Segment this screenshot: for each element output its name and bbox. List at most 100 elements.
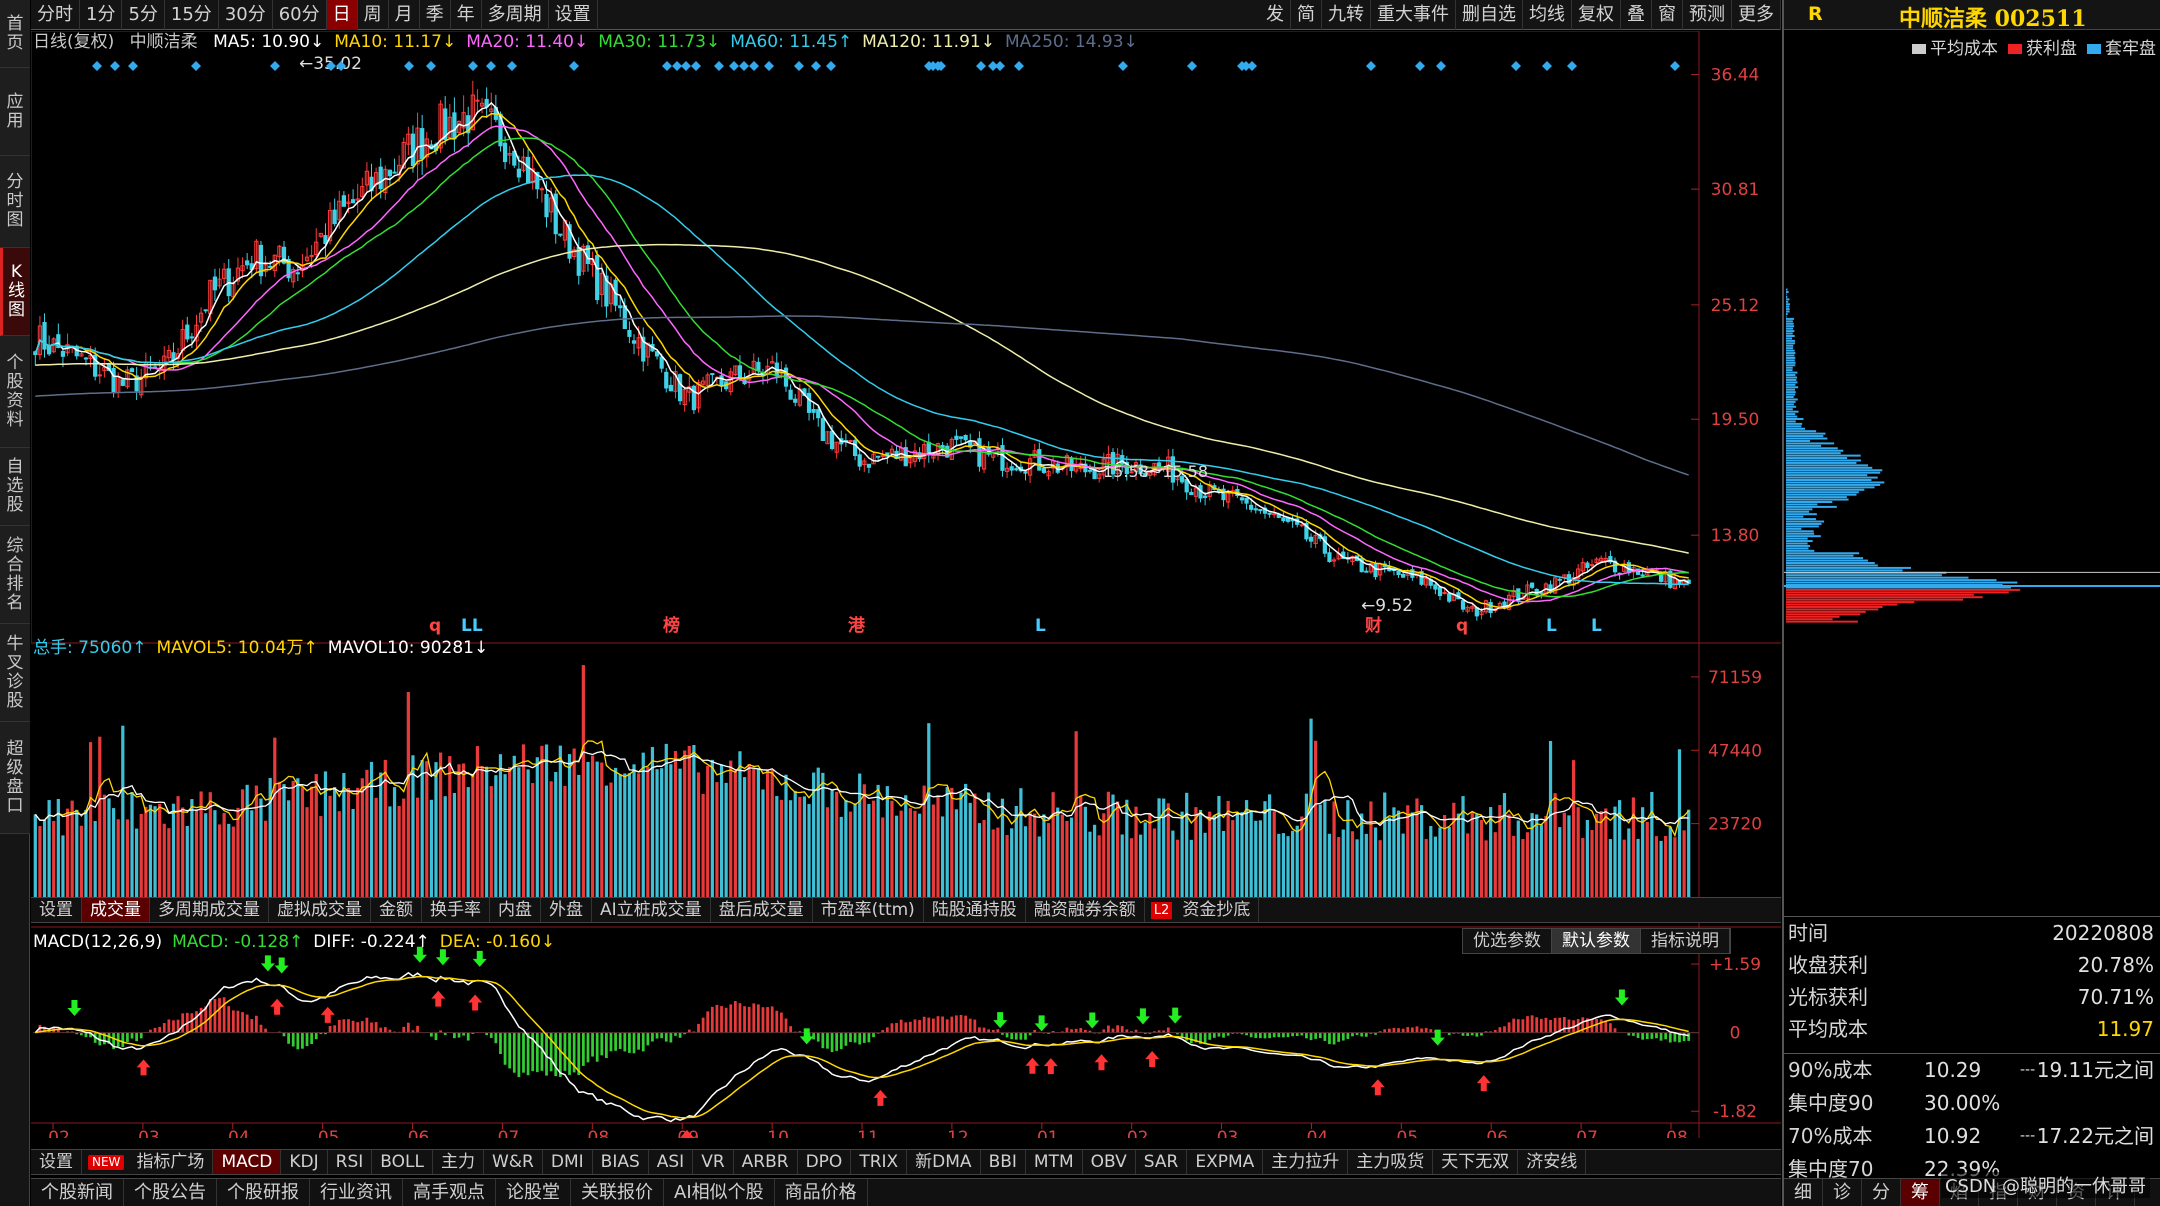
news-tab-4[interactable]: 高手观点 bbox=[403, 1179, 496, 1206]
indicator-tab-17[interactable]: MTM bbox=[1026, 1150, 1083, 1174]
news-tab-2[interactable]: 个股研报 bbox=[217, 1179, 310, 1206]
macd-param-button-1[interactable]: 默认参数 bbox=[1552, 929, 1641, 953]
sidebar-tab-0[interactable]: 首页 bbox=[0, 0, 30, 68]
indicator-tab-0[interactable]: 设置 bbox=[31, 1150, 82, 1174]
indicator-tab-11[interactable]: VR bbox=[693, 1150, 734, 1174]
volume-bar bbox=[973, 793, 977, 897]
indicator-tab-20[interactable]: EXPMA bbox=[1187, 1150, 1264, 1174]
candle-body bbox=[576, 246, 581, 276]
news-tab-5[interactable]: 论股堂 bbox=[496, 1179, 571, 1206]
tool-button-4[interactable]: 删自选 bbox=[1456, 0, 1523, 30]
macd-param-button-2[interactable]: 指标说明 bbox=[1641, 929, 1730, 953]
tool-button-1[interactable]: 简 bbox=[1291, 0, 1322, 30]
chip-bar bbox=[1786, 547, 1809, 550]
indicator-tab-13[interactable]: DPO bbox=[798, 1150, 852, 1174]
volume-tab-6[interactable]: 内盘 bbox=[490, 898, 541, 922]
chip-bar bbox=[1786, 349, 1795, 352]
period-button-2[interactable]: 5分 bbox=[122, 0, 165, 30]
volume-bar bbox=[1567, 815, 1571, 897]
panel-tab-1[interactable]: 诊 bbox=[1823, 1179, 1862, 1206]
period-button-3[interactable]: 15分 bbox=[165, 0, 219, 30]
tool-button-10[interactable]: 更多 bbox=[1732, 0, 1781, 30]
volume-tab-10[interactable]: 市盈率(ttm) bbox=[813, 898, 924, 922]
tool-button-9[interactable]: 预测 bbox=[1683, 0, 1732, 30]
candle-body bbox=[1087, 469, 1093, 472]
indicator-tab-15[interactable]: 新DMA bbox=[907, 1150, 981, 1174]
macd-param-button-0[interactable]: 优选参数 bbox=[1463, 929, 1552, 953]
period-button-6[interactable]: 日 bbox=[326, 0, 358, 30]
panel-tab-3[interactable]: 筹 bbox=[1901, 1179, 1940, 1206]
news-tab-3[interactable]: 行业资讯 bbox=[310, 1179, 403, 1206]
news-tab-0[interactable]: 个股新闻 bbox=[31, 1179, 124, 1206]
indicator-tab-12[interactable]: ARBR bbox=[734, 1150, 798, 1174]
news-tab-6[interactable]: 关联报价 bbox=[571, 1179, 664, 1206]
volume-tab-7[interactable]: 外盘 bbox=[541, 898, 592, 922]
indicator-tab-3[interactable]: KDJ bbox=[281, 1150, 328, 1174]
indicator-tab-6[interactable]: 主力 bbox=[433, 1150, 484, 1174]
kline-chart-svg[interactable]: 36.44 30.81 25.12 19.50 13.80 71159 47440 23720… bbox=[31, 31, 1781, 1138]
candle-body bbox=[1447, 593, 1452, 602]
indicator-tab-9[interactable]: BIAS bbox=[593, 1150, 649, 1174]
indicator-tab-16[interactable]: BBI bbox=[981, 1150, 1026, 1174]
sidebar-tab-1[interactable]: 应用 bbox=[0, 68, 30, 156]
candle-body bbox=[1576, 568, 1581, 580]
indicator-tab-5[interactable]: BOLL bbox=[372, 1150, 433, 1174]
sidebar-tab-2[interactable]: 分时图 bbox=[0, 156, 30, 248]
period-button-12[interactable]: 设置 bbox=[549, 0, 598, 30]
volume-tab-12[interactable]: 融资融券余额 bbox=[1026, 898, 1145, 922]
tool-button-0[interactable]: 发 bbox=[1260, 0, 1291, 30]
volume-tab-2[interactable]: 多周期成交量 bbox=[150, 898, 269, 922]
tool-button-7[interactable]: 叠 bbox=[1621, 0, 1652, 30]
period-button-1[interactable]: 1分 bbox=[80, 0, 123, 30]
period-button-8[interactable]: 月 bbox=[389, 0, 420, 30]
volume-tab-0[interactable]: 设置 bbox=[31, 898, 82, 922]
indicator-tab-21[interactable]: 主力拉升 bbox=[1263, 1150, 1349, 1174]
period-button-7[interactable]: 周 bbox=[358, 0, 389, 30]
period-button-9[interactable]: 季 bbox=[420, 0, 451, 30]
indicator-tab-22[interactable]: 主力吸货 bbox=[1348, 1150, 1434, 1174]
sidebar-tab-8[interactable]: 超级盘口 bbox=[0, 722, 30, 834]
period-button-10[interactable]: 年 bbox=[451, 0, 482, 30]
volume-bar bbox=[1571, 760, 1576, 897]
news-tab-8[interactable]: 商品价格 bbox=[775, 1179, 868, 1206]
tool-button-6[interactable]: 复权 bbox=[1572, 0, 1621, 30]
volume-tab-3[interactable]: 虚拟成交量 bbox=[269, 898, 371, 922]
panel-tab-2[interactable]: 分 bbox=[1862, 1179, 1901, 1206]
indicator-tab-1[interactable]: 指标广场 bbox=[128, 1150, 214, 1174]
volume-tab-1[interactable]: 成交量 bbox=[82, 898, 150, 922]
period-button-11[interactable]: 多周期 bbox=[482, 0, 549, 30]
indicator-tab-2[interactable]: MACD bbox=[213, 1150, 282, 1174]
volume-tab-9[interactable]: 盘后成交量 bbox=[711, 898, 813, 922]
news-tab-7[interactable]: AI相似个股 bbox=[664, 1179, 775, 1206]
volume-tab-8[interactable]: AI立桩成交量 bbox=[592, 898, 711, 922]
sidebar-tab-4[interactable]: 个股资料 bbox=[0, 336, 30, 448]
indicator-tab-19[interactable]: SAR bbox=[1136, 1150, 1188, 1174]
indicator-tab-8[interactable]: DMI bbox=[543, 1150, 593, 1174]
indicator-tab-7[interactable]: W&R bbox=[484, 1150, 543, 1174]
panel-tab-0[interactable]: 细 bbox=[1784, 1179, 1823, 1206]
indicator-tab-10[interactable]: ASI bbox=[649, 1150, 694, 1174]
period-button-0[interactable]: 分时 bbox=[31, 0, 80, 30]
sidebar-tab-6[interactable]: 综合排名 bbox=[0, 526, 30, 624]
news-tab-1[interactable]: 个股公告 bbox=[124, 1179, 217, 1206]
volume-tab-11[interactable]: 陆股通持股 bbox=[924, 898, 1026, 922]
indicator-tab-18[interactable]: OBV bbox=[1083, 1150, 1136, 1174]
indicator-tab-23[interactable]: 天下无双 bbox=[1433, 1150, 1519, 1174]
volume-tab-5[interactable]: 换手率 bbox=[422, 898, 490, 922]
sidebar-tab-7[interactable]: 牛叉诊股 bbox=[0, 624, 30, 722]
sidebar-tab-5[interactable]: 自选股 bbox=[0, 448, 30, 526]
indicator-tab-4[interactable]: RSI bbox=[328, 1150, 373, 1174]
tool-button-3[interactable]: 重大事件 bbox=[1371, 0, 1456, 30]
tool-button-2[interactable]: 九转 bbox=[1322, 0, 1371, 30]
volume-tab-4[interactable]: 金额 bbox=[371, 898, 422, 922]
chart-area[interactable]: 36.44 30.81 25.12 19.50 13.80 71159 47440 23720… bbox=[31, 31, 1781, 1175]
volume-bar bbox=[1608, 839, 1613, 897]
indicator-tab-14[interactable]: TRIX bbox=[851, 1150, 908, 1174]
volume-tab-13[interactable]: 资金抄底 bbox=[1174, 898, 1260, 922]
period-button-4[interactable]: 30分 bbox=[219, 0, 273, 30]
tool-button-8[interactable]: 窗 bbox=[1652, 0, 1683, 30]
period-button-5[interactable]: 60分 bbox=[273, 0, 327, 30]
tool-button-5[interactable]: 均线 bbox=[1523, 0, 1572, 30]
indicator-tab-24[interactable]: 济安线 bbox=[1518, 1150, 1587, 1174]
